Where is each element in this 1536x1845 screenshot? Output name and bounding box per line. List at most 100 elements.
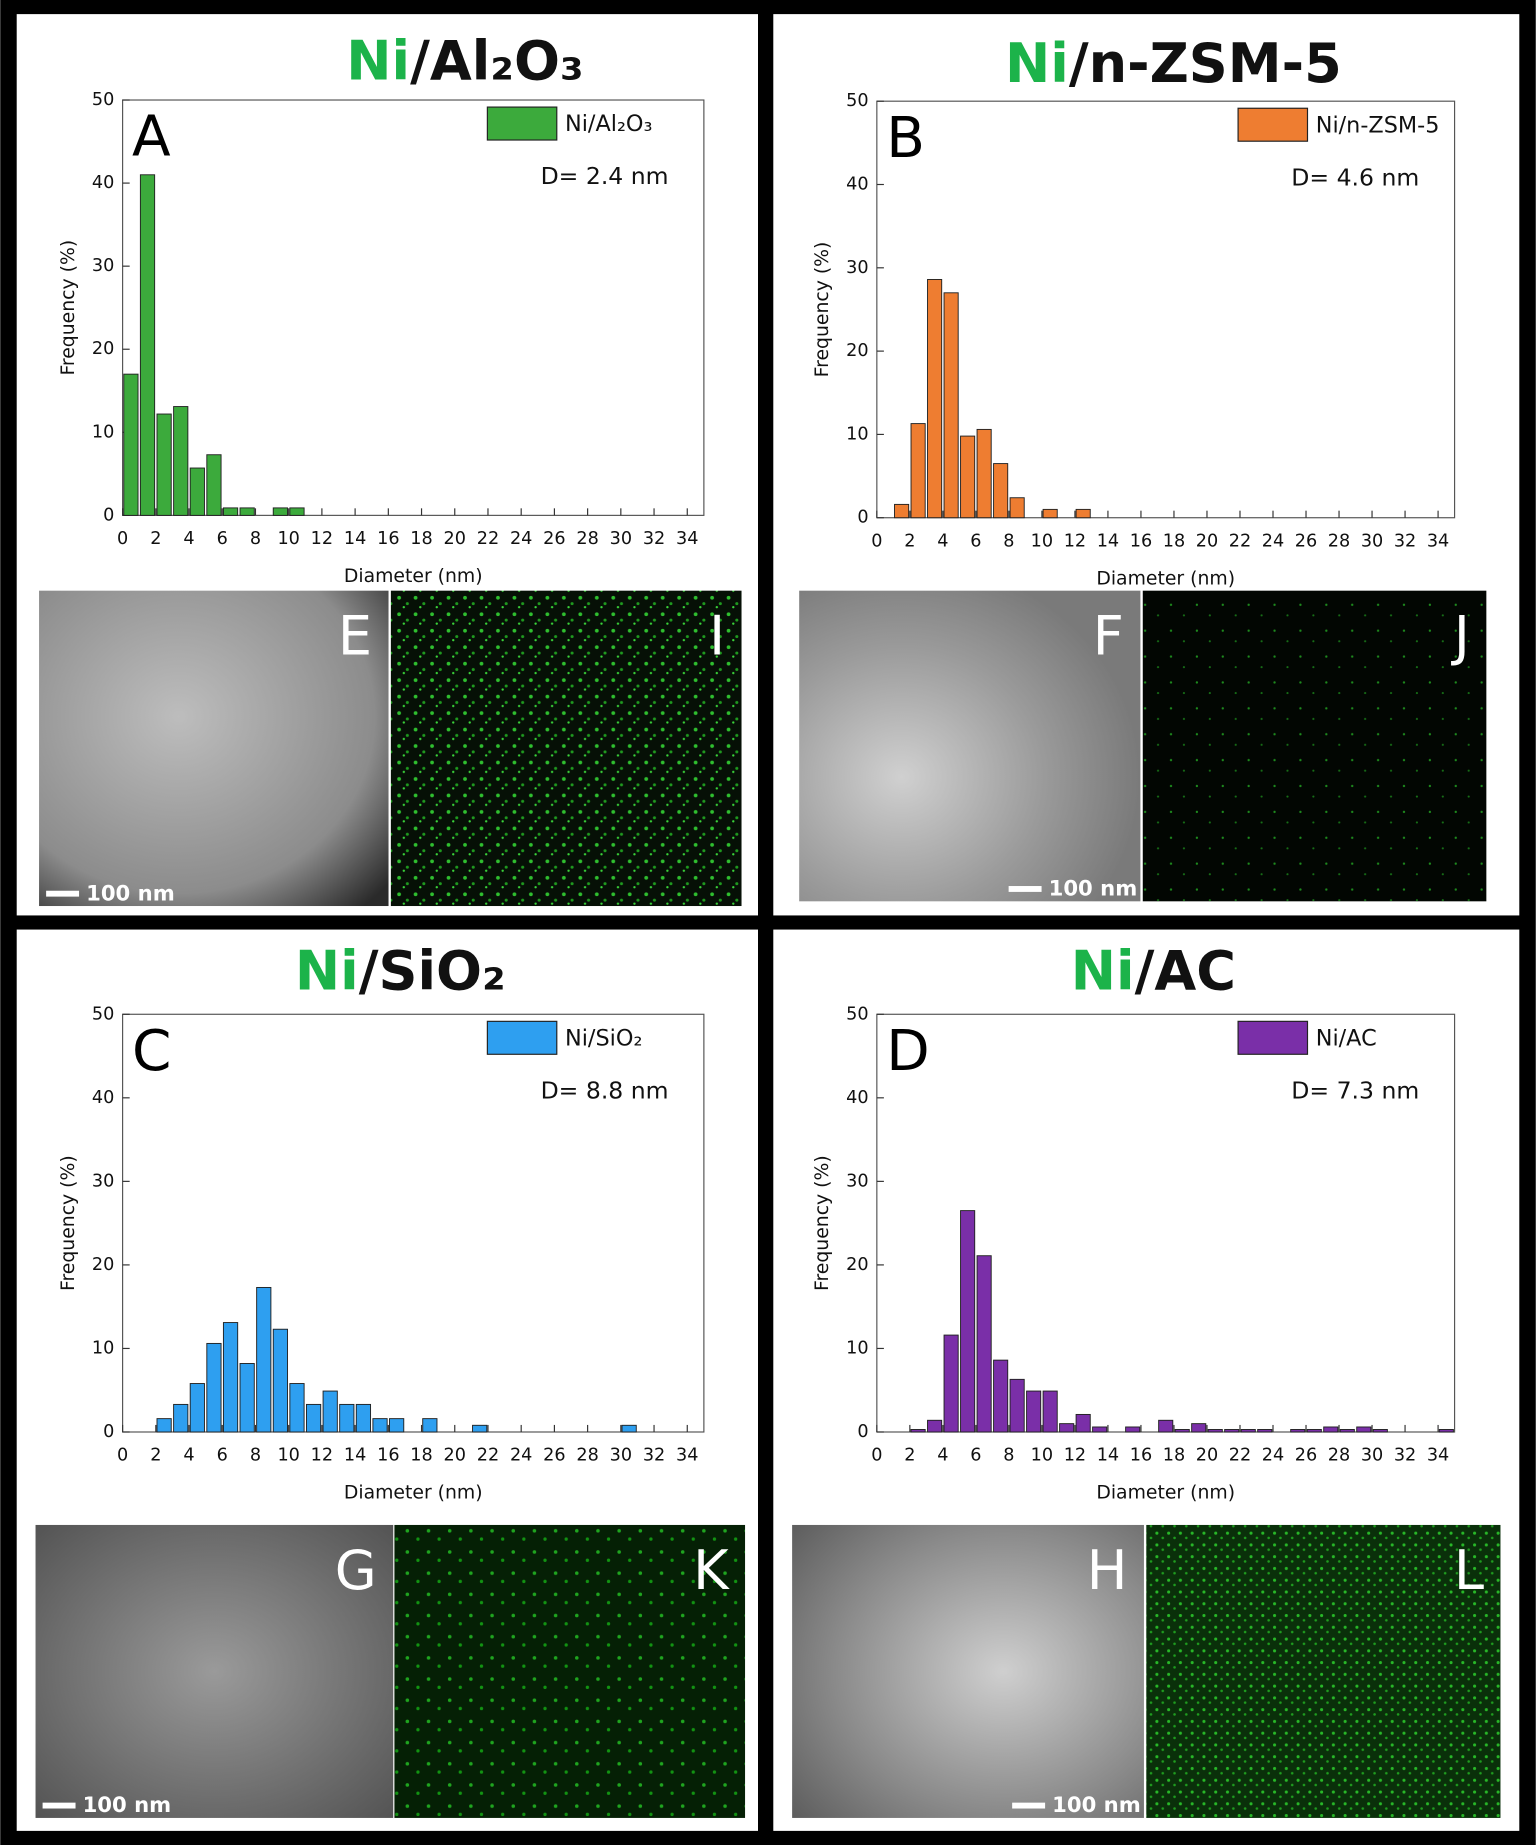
x-tick-label: 0 [117,1446,128,1466]
bar [943,1334,959,1433]
x-axis-label: Diameter (nm) [344,1483,483,1504]
x-tick-label: 20 [444,529,466,549]
chart-title: Ni/n-ZSM-5 [1005,32,1342,95]
x-tick-label: 8 [1003,531,1014,551]
bar [910,423,926,519]
x-tick-label: 14 [1097,1446,1119,1466]
bar [993,463,1009,519]
x-tick-label: 26 [1295,531,1317,551]
x-tick-label: 34 [1427,531,1449,551]
legend-label: Ni/SiO₂ [565,1025,642,1051]
bar [123,373,139,516]
bar [222,507,239,516]
y-tick-label: 20 [846,341,868,361]
x-axis-label: Diameter (nm) [1096,568,1235,589]
bar [1009,497,1025,519]
y-tick-label: 10 [846,1338,868,1358]
panel-letter: A [132,105,171,170]
x-tick-label: 34 [676,529,698,549]
x-tick-label: 16 [1130,1446,1152,1466]
bar [289,1383,305,1433]
bar [927,1419,943,1433]
image-label: F [1093,605,1124,668]
y-tick-label: 0 [103,1422,114,1442]
x-tick-label: 18 [410,1446,432,1466]
bar [239,507,255,516]
x-tick-label: 28 [576,529,598,549]
x-tick-label: 34 [676,1446,698,1466]
y-axis-label: Frequency (%) [58,1155,79,1291]
bar [1042,508,1058,519]
x-tick-label: 24 [1262,1446,1284,1466]
bar [1207,1429,1223,1433]
eds-map [1146,1524,1501,1818]
image-label: I [709,605,725,668]
bar [1224,1429,1240,1433]
x-tick-label: 18 [1163,1446,1185,1466]
x-tick-label: 30 [1361,531,1383,551]
image-label: L [1454,1539,1484,1602]
micrograph [39,590,389,907]
y-tick-label: 40 [92,173,114,193]
chart-title: Ni/SiO₂ [295,939,506,1002]
bar [960,1210,976,1433]
bar [355,1403,372,1433]
x-tick-label: 0 [871,531,882,551]
x-tick-label: 8 [250,1446,261,1466]
annotation: D= 2.4 nm [541,162,669,190]
annotation: D= 7.3 nm [1291,1076,1419,1104]
x-tick-label: 32 [1394,1446,1416,1466]
scale-bar [1008,886,1042,892]
y-tick-label: 50 [92,1004,114,1024]
bar [272,507,288,516]
scale-bar [42,1802,76,1809]
bar [339,1403,355,1433]
x-tick-label: 10 [277,529,299,549]
scale-bar-label: 100 nm [86,880,175,905]
title-part: Ni [1071,939,1135,1002]
annotation: D= 8.8 nm [541,1076,669,1104]
title-part: Ni [1005,32,1069,95]
x-tick-label: 6 [970,531,981,551]
bar [206,1342,222,1433]
x-axis-label: Diameter (nm) [1096,1483,1235,1504]
x-tick-label: 32 [1394,531,1416,551]
bar [976,1255,992,1433]
bar [621,1424,637,1433]
y-tick-label: 30 [92,1171,114,1191]
x-tick-label: 18 [1163,531,1185,551]
bar [1339,1429,1355,1433]
plot-frame [122,1013,705,1433]
title-part: Ni [295,939,359,1002]
bar [1438,1429,1454,1433]
x-tick-label: 30 [610,1446,632,1466]
x-tick-label: 16 [377,529,399,549]
bar [1158,1419,1174,1433]
y-tick-label: 10 [846,424,868,444]
eds-map [1142,590,1487,902]
x-tick-label: 12 [1064,531,1086,551]
x-tick-label: 28 [576,1446,598,1466]
x-tick-label: 12 [311,1446,333,1466]
bar [173,1403,189,1433]
bar [372,1418,388,1433]
panel-letter: B [886,106,925,171]
x-tick-label: 30 [610,529,632,549]
bar [156,1418,172,1433]
image-label: J [1451,605,1470,668]
legend-swatch [1237,107,1309,142]
bar [910,1429,926,1433]
bar [1306,1429,1322,1433]
x-tick-label: 4 [937,531,948,551]
x-tick-label: 32 [643,1446,665,1466]
y-tick-label: 30 [846,1171,868,1191]
x-tick-label: 10 [277,1446,299,1466]
x-tick-label: 28 [1328,1446,1350,1466]
bar [1191,1423,1207,1433]
x-tick-label: 32 [643,529,665,549]
panel-letter: D [886,1019,929,1084]
bar [927,278,943,519]
x-tick-label: 20 [444,1446,466,1466]
bar [239,1363,255,1433]
